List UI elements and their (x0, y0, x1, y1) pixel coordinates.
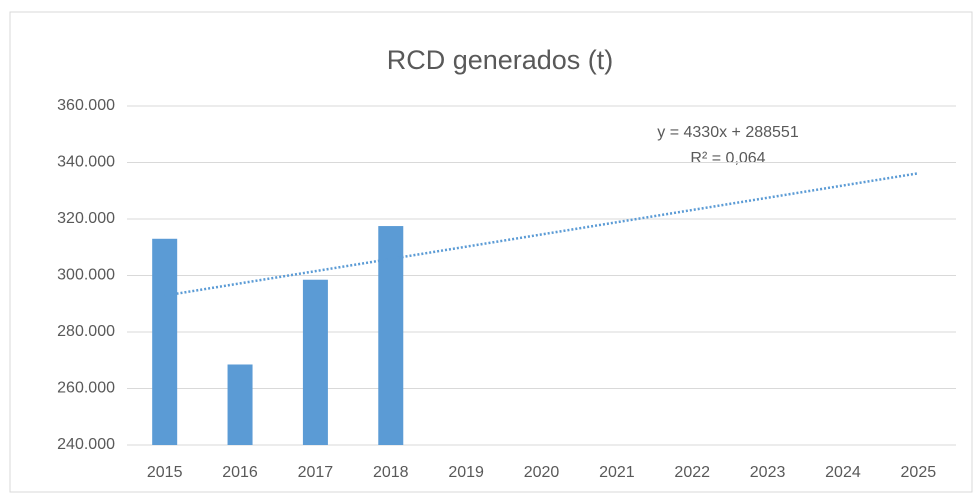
x-tick-label: 2021 (599, 464, 635, 481)
bar (302, 279, 328, 445)
x-tick-label: 2018 (373, 464, 409, 481)
x-tick-label: 2024 (825, 464, 861, 481)
y-tick-label: 320.000 (57, 210, 115, 227)
x-tick-label: 2025 (901, 464, 937, 481)
y-tick-label: 280.000 (57, 323, 115, 340)
trendline-r2: R² = 0,064 (690, 150, 765, 167)
x-tick-label: 2022 (674, 464, 710, 481)
x-tick-label: 2017 (298, 464, 334, 481)
bar (378, 226, 404, 445)
bar (152, 238, 178, 445)
y-tick-label: 260.000 (57, 380, 115, 397)
y-tick-label: 340.000 (57, 154, 115, 171)
x-tick-label: 2016 (222, 464, 258, 481)
x-tick-label: 2023 (750, 464, 786, 481)
x-tick-label: 2019 (448, 464, 484, 481)
x-tick-label: 2020 (524, 464, 560, 481)
y-tick-label: 300.000 (57, 267, 115, 284)
x-tick-label: 2015 (147, 464, 183, 481)
y-tick-label: 360.000 (57, 97, 115, 114)
bar (227, 364, 253, 445)
trendline-equation: y = 4330x + 288551 (657, 124, 799, 141)
chart-title: RCD generados (t) (387, 45, 614, 75)
trendline (164, 172, 919, 297)
y-tick-label: 240.000 (57, 436, 115, 453)
